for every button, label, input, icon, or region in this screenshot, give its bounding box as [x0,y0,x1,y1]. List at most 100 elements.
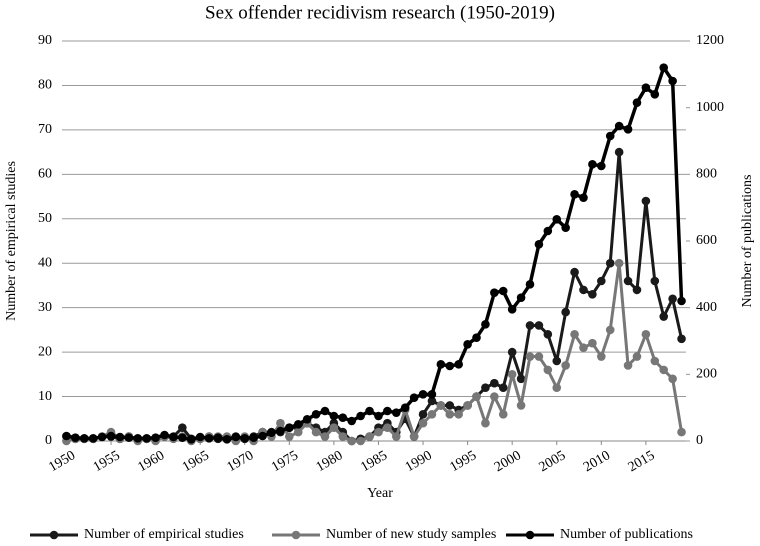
x-tick-label: 1970 [225,448,257,475]
y-tick-label: 80 [38,78,52,93]
data-point [276,426,285,436]
data-point [561,223,570,232]
y-axis-label: Number of empirical studies [4,161,19,321]
legend-marker [525,530,535,540]
data-point [588,160,597,169]
data-point [311,410,321,419]
data-point [427,396,437,406]
data-point [347,436,357,446]
y-tick-label: 20 [38,344,52,359]
data-point [623,361,633,370]
data-point [195,432,205,442]
data-point [498,383,508,392]
data-point [338,413,348,422]
x-tick-label: 1960 [135,448,167,475]
data-point [178,423,187,432]
data-point [481,383,490,392]
data-point [97,432,107,442]
legend-marker [291,530,301,540]
data-point [632,352,642,361]
data-point [338,432,348,441]
data-point [365,406,374,416]
data-point [534,321,544,330]
data-point [169,432,178,442]
data-point [614,121,624,131]
data-point [186,435,196,444]
data-point [436,401,446,410]
data-point [597,352,606,361]
legend-marker [49,530,59,540]
data-point [605,131,615,141]
data-point [365,432,374,441]
data-point [570,330,579,339]
data-point [445,361,455,371]
data-point [285,432,294,441]
data-point [525,352,535,361]
x-tick-label: 1980 [314,448,346,475]
data-point [329,411,339,421]
data-point [490,392,499,401]
y-tick-label: 10 [38,389,52,404]
y-tick-label: 90 [38,33,52,48]
data-point [409,432,419,441]
legend-label: Number of new study samples [326,527,496,542]
data-point [659,365,669,375]
data-point [472,392,481,401]
data-point [552,215,562,224]
data-point [579,343,588,352]
data-point [79,434,89,443]
data-point [329,423,339,432]
data-point [543,226,553,236]
data-point [605,325,615,335]
data-point [231,432,241,442]
data-point [213,433,223,442]
data-point [650,90,660,99]
data-point [133,434,143,443]
data-point [516,374,526,384]
data-point [597,161,606,171]
data-point [561,307,570,317]
data-point [427,410,437,419]
data-point [525,280,535,289]
data-point [561,361,570,370]
data-point [481,320,490,329]
data-point [534,352,544,361]
y-tick-label: 30 [38,300,52,315]
data-point [445,410,455,419]
data-point [659,312,669,321]
data-point [115,432,125,442]
chart-title: Sex offender recidivism research (1950-2… [205,2,555,23]
x-axis-label: Year [367,486,393,501]
data-point [204,434,214,443]
y2-tick-label: 400 [696,300,717,315]
data-point [516,401,526,410]
data-point [463,340,472,349]
data-point [498,286,508,296]
data-point [641,196,651,206]
data-point [258,431,267,441]
data-point [418,410,428,419]
data-point [463,401,472,410]
data-point [534,240,544,249]
data-point [400,403,410,412]
data-point [285,423,294,432]
data-point [374,411,383,421]
data-point [677,334,686,344]
data-point [605,258,615,268]
y2-tick-label: 1000 [696,100,724,115]
x-tick-label: 1955 [91,448,123,475]
data-point [302,415,312,424]
data-point [391,408,401,417]
data-point [641,83,651,92]
data-point [151,433,160,442]
data-point [552,383,562,392]
y2-tick-label: 1200 [696,33,724,48]
data-point [516,293,526,302]
data-point [222,435,232,444]
data-point [383,406,392,416]
data-point [454,360,463,369]
data-point [498,410,508,419]
data-point [267,428,276,437]
data-point [160,430,169,440]
x-tick-label: 1995 [447,448,479,475]
